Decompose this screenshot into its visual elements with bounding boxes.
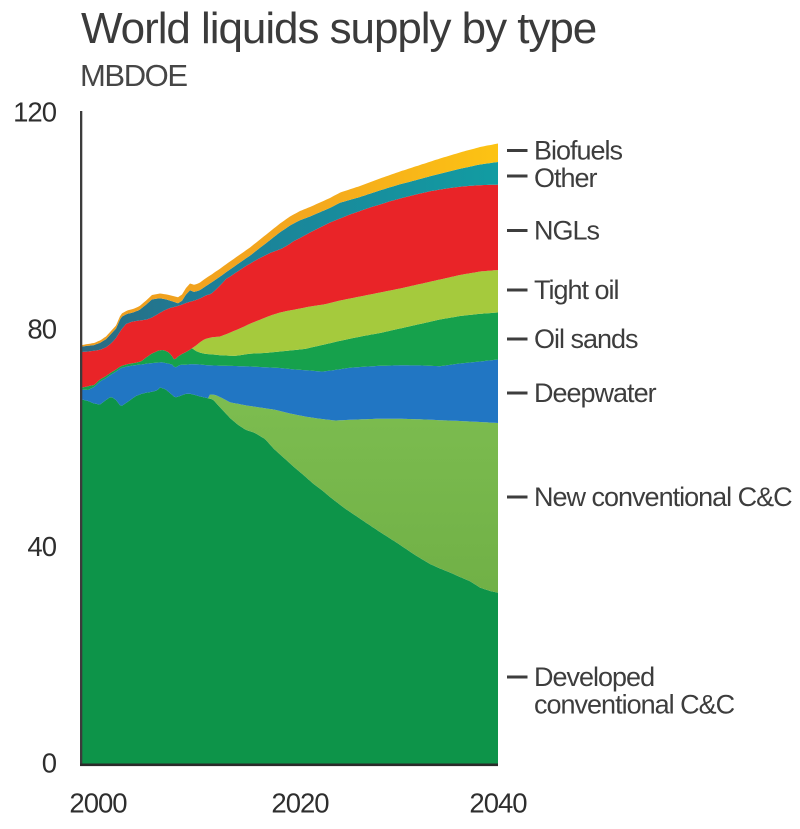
svg-text:Tight oil: Tight oil [534, 275, 619, 305]
svg-text:2040: 2040 [469, 788, 527, 819]
svg-text:conventional C&C: conventional C&C [534, 690, 735, 720]
svg-text:World liquids supply by type: World liquids supply by type [81, 4, 596, 53]
svg-text:NGLs: NGLs [534, 216, 600, 246]
svg-text:MBDOE: MBDOE [80, 58, 187, 93]
svg-text:120: 120 [13, 97, 57, 128]
svg-text:0: 0 [42, 748, 57, 779]
svg-text:Other: Other [534, 163, 598, 193]
svg-text:2000: 2000 [69, 788, 127, 819]
svg-text:Oil sands: Oil sands [534, 324, 638, 354]
svg-text:Deepwater: Deepwater [534, 378, 657, 408]
svg-text:Developed: Developed [534, 662, 654, 692]
svg-text:Biofuels: Biofuels [534, 136, 623, 166]
svg-text:New conventional C&C: New conventional C&C [534, 482, 792, 512]
svg-text:40: 40 [27, 531, 56, 562]
svg-text:2020: 2020 [271, 788, 329, 819]
svg-text:80: 80 [27, 314, 56, 345]
